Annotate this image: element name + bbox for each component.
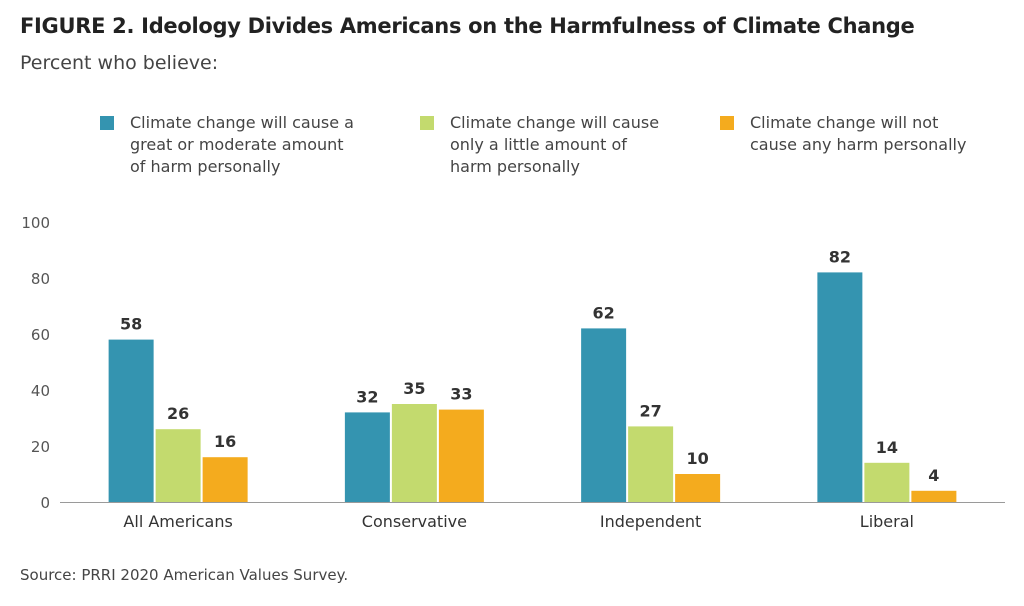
chart-title: FIGURE 2. Ideology Divides Americans on … [20, 14, 915, 38]
value-label-conservative-series-2: 35 [403, 379, 425, 398]
value-label-all-americans-series-1: 58 [120, 315, 142, 334]
value-labels: 58 26 16 32 35 33 62 27 10 82 14 4 [120, 247, 939, 484]
bar-liberal-series-2 [864, 462, 910, 502]
value-label-liberal-series-3: 4 [928, 466, 939, 485]
bar-liberal-series-3 [911, 490, 957, 502]
value-label-independent-series-2: 27 [639, 401, 661, 420]
y-tick-label-0: 0 [40, 494, 50, 512]
legend-swatch-great-harm [100, 116, 114, 130]
value-label-liberal-series-1: 82 [829, 247, 851, 266]
y-tick-label-40: 40 [31, 382, 50, 400]
y-axis: 0 20 40 60 80 100 [21, 214, 50, 512]
value-label-conservative-series-3: 33 [450, 385, 472, 404]
bar-all-americans-series-2 [155, 429, 201, 502]
x-tick-label-conservative: Conservative [362, 512, 467, 531]
bar-conservative-series-3 [438, 409, 484, 502]
chart-subtitle: Percent who believe: [20, 52, 219, 74]
legend-swatch-no-harm [720, 116, 734, 130]
value-label-independent-series-1: 62 [592, 303, 614, 322]
value-label-all-americans-series-2: 26 [167, 404, 189, 423]
source-note: Source: PRRI 2020 American Values Survey… [20, 566, 349, 584]
bar-independent-series-3 [675, 474, 721, 502]
bar-conservative-series-2 [391, 404, 437, 502]
x-tick-label-independent: Independent [600, 512, 701, 531]
bar-independent-series-1 [581, 328, 627, 502]
y-tick-label-100: 100 [21, 214, 50, 232]
value-label-independent-series-3: 10 [686, 449, 708, 468]
value-label-liberal-series-2: 14 [876, 438, 898, 457]
y-tick-label-20: 20 [31, 438, 50, 456]
value-label-conservative-series-1: 32 [356, 387, 378, 406]
legend-label-great-harm: Climate change will cause a great or mod… [130, 113, 354, 176]
value-label-all-americans-series-3: 16 [214, 432, 236, 451]
bars [108, 272, 957, 502]
bar-independent-series-2 [628, 426, 674, 502]
x-tick-label-liberal: Liberal [860, 512, 914, 531]
bar-all-americans-series-1 [108, 339, 154, 502]
y-tick-label-60: 60 [31, 326, 50, 344]
bar-liberal-series-1 [817, 272, 863, 502]
legend-label-little-harm: Climate change will cause only a little … [450, 113, 660, 176]
bar-all-americans-series-3 [202, 457, 248, 502]
y-tick-label-80: 80 [31, 270, 50, 288]
legend-swatch-little-harm [420, 116, 434, 130]
x-axis-labels: All Americans Conservative Independent Libe… [123, 512, 914, 531]
x-tick-label-all-americans: All Americans [123, 512, 232, 531]
legend-label-no-harm: Climate change will not cause any harm p… [750, 113, 967, 154]
bar-conservative-series-1 [344, 412, 390, 502]
